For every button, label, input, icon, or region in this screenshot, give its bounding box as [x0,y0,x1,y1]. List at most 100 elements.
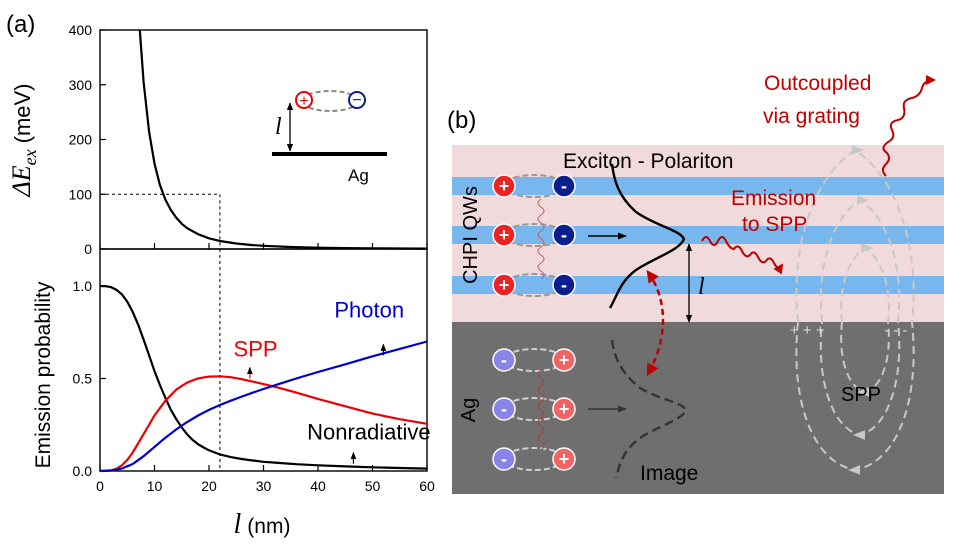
top-ytick-label: 100 [69,186,93,202]
bottom-ylabel: Emission probability [32,281,55,468]
top-plot: 0 100 200 300 400 [69,22,428,257]
top-guide-line [100,193,221,249]
qw-exciton: + - [492,223,576,247]
top-ylabel: ΔEex (meV) [7,83,40,197]
qw-label-text: CHPI QWs [460,186,482,284]
xtick-label: 30 [256,478,272,494]
x-ticks: 0 10 20 30 40 50 60 [96,243,435,494]
inset-minus-sign: − [352,92,361,109]
image-excitons: - +- +- + [492,348,576,471]
top-curve [138,29,428,250]
emission-spp-label: Emission to SPP [731,187,822,236]
top-ytick-label: 400 [69,22,93,38]
exciton-right-sign: - [561,225,567,245]
bottom-ytick-label: 0.5 [73,371,93,387]
top-ylabel-unit: (meV) [10,83,35,143]
exciton-left-charge [492,273,516,297]
exciton-right-sign: - [561,176,567,196]
image-coupling-wave [537,369,545,451]
qw-stripe-1 [452,177,944,195]
emission-spp-wave [701,236,784,275]
distance-label: l [698,274,705,300]
panel-a-label: (a) [6,11,35,38]
qw-exciton: + - [492,273,576,297]
xlabel-symbol: l [234,509,242,540]
exciton-right-charge [552,397,576,421]
spp-field-arrows [848,145,873,475]
exciton-right-charge [552,273,576,297]
xlabel: l (nm) [234,509,291,540]
qw-stripe-2 [452,226,944,244]
svg-text:ΔEex(meV): ΔEex (meV) [7,83,40,197]
xtick-label: 50 [365,478,381,494]
image-exciton: - + [492,397,576,421]
inset-plus-sign: + [299,93,308,110]
qw-label: CHPI QWs [460,186,482,284]
series-labels: SPP Photon Nonradiative [234,297,431,464]
exciton-right-charge [552,174,576,198]
qw-coupling-wave [537,198,545,280]
bottom-series [99,284,428,473]
ag-label-text: Ag [458,398,480,422]
polariton-profile [608,163,686,309]
bottom-y-ticks: 0.0 0.5 1.0 [73,278,106,479]
bottom-ytick-label: 1.0 [73,278,93,294]
spp-field-lines [795,148,915,472]
qw-excitons: + -+ -+ - [492,174,576,297]
metal-region [452,322,944,494]
mirror-coupling-arrow [646,269,665,377]
surface-minus-charges: - - - [884,322,907,339]
exciton-left-charge [492,348,516,372]
top-ylabel-sub: ex [20,149,40,165]
exciton-left-sign: + [499,176,510,196]
xtick-label: 60 [419,478,435,494]
exciton-left-sign: + [499,225,510,245]
exciton-right-charge [552,447,576,471]
top-ylabel-symbol: ΔE [7,165,36,197]
spp-label: SPP [841,384,881,406]
exciton-polariton-label: Exciton - Polariton [563,150,733,173]
exciton-right-sign: - [561,275,567,295]
exciton-left-charge [492,447,516,471]
series-line-spp [99,375,428,473]
outcoupled-wave [882,75,936,177]
image-exciton: - + [492,447,576,471]
ag-label: Ag [458,398,480,422]
exciton-left-sign: - [501,399,507,419]
exciton-left-sign: - [501,449,507,469]
series-line-photon [99,340,428,473]
exciton-left-charge [492,174,516,198]
qw-exciton: + - [492,174,576,198]
series-label: SPP [234,336,278,361]
top-y-ticks: 0 100 200 300 400 [69,22,106,257]
outcoupled-line1: Outcoupled [764,72,871,95]
series-label: Photon [334,297,404,322]
bottom-ylabel-text: Emission probability [32,281,55,468]
inset-metal-label: Ag [348,166,369,185]
top-plot-frame [99,29,428,250]
exciton-left-charge [492,397,516,421]
exciton-right-charge [552,348,576,372]
top-ytick-label: 0 [84,241,92,257]
exciton-left-sign: - [501,350,507,370]
series-line-nonradiative [99,284,428,470]
outcoupled-label: Outcoupled via grating [763,72,877,128]
exciton-left-charge [492,223,516,247]
xlabel-unit: (nm) [247,515,290,538]
inset-metal-surface [272,152,387,156]
emission-spp-line1: Emission [731,187,816,210]
image-exciton: - + [492,348,576,372]
outcoupled-line2: via grating [763,105,860,128]
inset-distance-label: l [275,114,282,140]
bottom-ytick-label: 0.0 [73,463,93,479]
schematic: + + + - - - + -+ -+ - - +- +- + l Exciton - Po… [452,72,944,494]
emission-spp-line2: to SPP [742,213,807,236]
series-label: Nonradiative [307,420,431,445]
xtick-label: 0 [96,478,104,494]
exciton-right-sign: + [559,399,570,419]
inset-minus-charge [348,91,366,109]
surface-plus-charges: + + + [790,322,825,339]
xtick-label: 10 [147,478,163,494]
inset: + − l Ag [272,90,387,185]
